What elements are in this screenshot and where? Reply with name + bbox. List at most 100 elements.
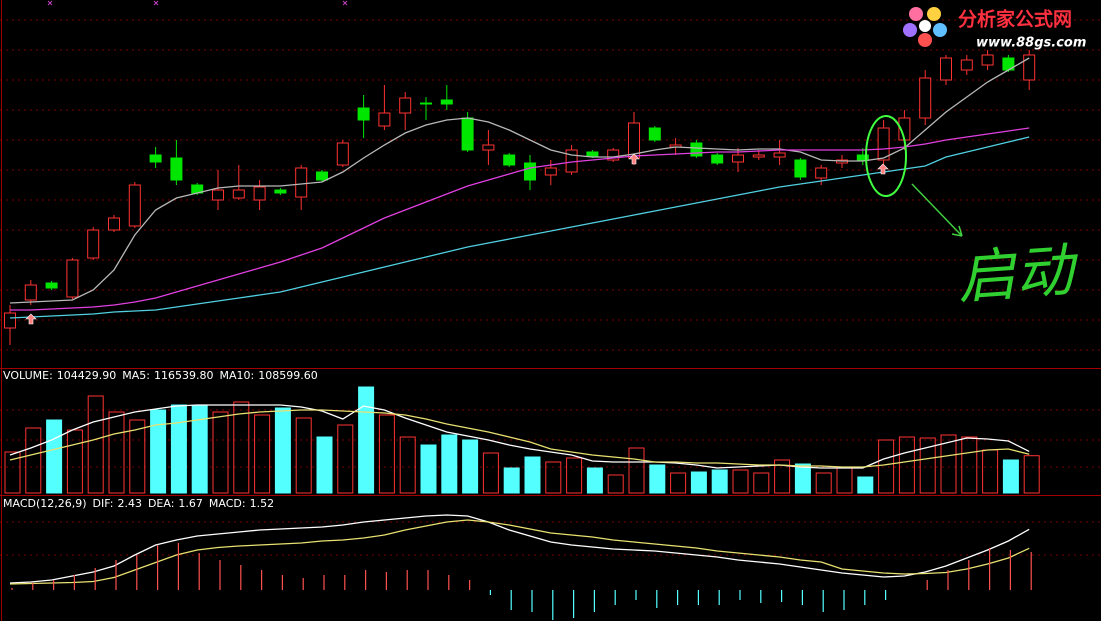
legend-name: DEA: <box>148 497 174 510</box>
candle-body <box>128 184 141 227</box>
volume-bar <box>420 444 437 494</box>
volume-bar <box>794 463 811 494</box>
annotation: 启动 <box>955 236 1081 312</box>
volume-bar <box>482 452 499 494</box>
legend-name: VOLUME: <box>3 369 53 382</box>
series-line <box>9 57 1030 304</box>
marks <box>4 50 1040 620</box>
volume-bar <box>690 471 707 494</box>
volume-bar <box>711 469 728 494</box>
candle-body <box>586 151 599 157</box>
volume-bar <box>524 456 541 494</box>
candle-body <box>253 186 266 201</box>
volume-bar <box>25 427 42 494</box>
volume-bar <box>503 467 520 494</box>
volume-bar <box>150 409 167 494</box>
signal-arrow <box>877 163 889 175</box>
legend-value: 2.43 <box>117 497 142 510</box>
volume-bar <box>1023 455 1040 494</box>
volume-bar <box>254 414 271 494</box>
highlight-ellipse <box>865 115 907 197</box>
volume-bar <box>940 434 957 494</box>
volume-bar <box>628 447 645 494</box>
candle-body <box>690 142 703 157</box>
volume-bar <box>462 439 479 494</box>
candle-body <box>752 154 765 158</box>
annotation-arrow <box>911 183 963 237</box>
candle-body <box>378 112 391 127</box>
volume-bar <box>170 404 187 494</box>
candle-body <box>316 171 328 181</box>
legend-name: MA5: <box>122 369 150 382</box>
series-line <box>10 127 1030 311</box>
candle-body <box>461 117 474 151</box>
logo-petal <box>927 7 941 21</box>
top-markers <box>47 0 348 6</box>
candle-body <box>1023 54 1036 81</box>
volume-bar <box>316 436 333 494</box>
volume-bar <box>274 407 291 494</box>
volume-bar <box>607 474 624 494</box>
marker <box>153 0 159 6</box>
logo-petal <box>903 23 917 37</box>
candle-body <box>66 259 79 298</box>
volume-bar <box>191 405 208 494</box>
volume-bar <box>1002 459 1019 494</box>
candle-body <box>919 77 932 119</box>
legend-name: DIF: <box>93 497 114 510</box>
volume-bar <box>358 386 375 494</box>
volume-legend: VOLUME: 104429.90 MA5: 116539.80 MA10: 108599… <box>3 369 318 382</box>
candle-body <box>482 144 495 151</box>
logo-petal <box>909 7 923 21</box>
volume-bar <box>566 457 583 494</box>
candle-body <box>87 229 100 259</box>
signal-arrow <box>25 313 37 325</box>
candle-body <box>794 159 807 178</box>
candle-body <box>274 189 287 194</box>
volume-bar <box>982 449 999 494</box>
volume-bar <box>441 434 458 494</box>
volume-bar <box>87 395 104 494</box>
candle-body <box>711 154 724 164</box>
macd-legend: MACD(12,26,9) DIF: 2.43 DEA: 1.67 MACD: 1.52 <box>3 497 274 510</box>
legend-value: 1.67 <box>178 497 203 510</box>
volume-bar <box>66 429 83 494</box>
volume-bar <box>108 411 125 494</box>
logo-petal <box>933 23 947 37</box>
volume-bar <box>378 414 395 494</box>
candle-body <box>503 154 516 166</box>
candle-body <box>149 154 162 163</box>
legend-value: 1.52 <box>250 497 275 510</box>
volume-bar <box>233 401 250 494</box>
series-line <box>9 409 1030 468</box>
volume-bar <box>836 467 853 494</box>
candle-body <box>108 217 120 231</box>
legend-value: 108599.60 <box>258 369 318 382</box>
candle-body <box>960 59 973 71</box>
legend-name: MA10: <box>220 369 255 382</box>
candle-body <box>607 149 620 161</box>
macd-title: MACD(12,26,9) <box>3 497 87 510</box>
volume-bar <box>774 459 791 494</box>
volume-bar <box>878 439 895 494</box>
candle-body <box>856 154 869 161</box>
logo-center <box>919 20 931 32</box>
candle-body <box>940 57 952 81</box>
candle-body <box>170 157 183 181</box>
legend-value: 116539.80 <box>154 369 214 382</box>
volume-bar <box>898 436 915 494</box>
candle-body <box>420 102 432 105</box>
marker <box>342 0 348 6</box>
watermark-url: www.88gs.com <box>976 36 1086 51</box>
candle-body <box>295 167 308 198</box>
series-line <box>9 519 1030 585</box>
candle-body <box>4 312 16 329</box>
candle-body <box>544 167 557 176</box>
candle-body <box>336 142 349 166</box>
watermark: 分析家公式网 www.88gs.com <box>903 7 1086 51</box>
volume-bar <box>46 419 63 494</box>
volume-bar <box>649 464 666 494</box>
candle-body <box>981 54 994 66</box>
